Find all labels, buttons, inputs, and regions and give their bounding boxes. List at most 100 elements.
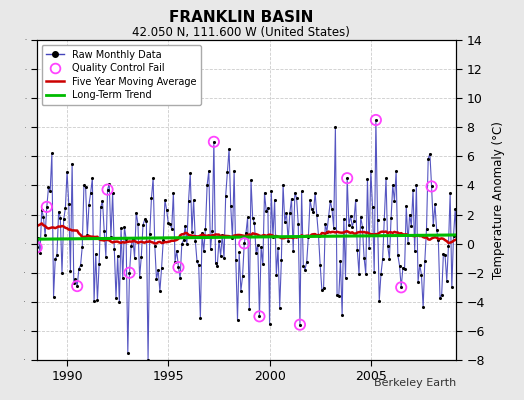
Point [164, 220, 172, 226]
Point [272, 271, 280, 278]
Point [348, 223, 356, 230]
Point [183, 241, 191, 247]
Point [436, 295, 444, 301]
Point [129, 235, 137, 242]
Point [279, 182, 287, 188]
Point [135, 274, 144, 280]
Point [331, 124, 340, 130]
Point [102, 254, 110, 260]
Point [397, 284, 406, 290]
Point [270, 197, 279, 203]
Point [334, 293, 343, 300]
Point [355, 270, 363, 277]
Point [390, 198, 399, 204]
Point [422, 226, 431, 232]
Point [142, 218, 150, 224]
Point [428, 183, 436, 190]
Point [326, 198, 334, 204]
Point [439, 250, 447, 257]
Point [125, 270, 134, 276]
Point [406, 212, 414, 218]
Point [410, 248, 419, 254]
Point [110, 246, 118, 252]
Point [343, 175, 352, 181]
Point [191, 238, 200, 244]
Point [280, 218, 289, 225]
Point [458, 247, 466, 253]
Point [150, 243, 159, 249]
Point [124, 350, 132, 356]
Point [56, 214, 64, 221]
Point [456, 266, 464, 272]
Point [48, 150, 56, 157]
Point [389, 182, 397, 188]
Point [24, 183, 32, 189]
Point [255, 313, 264, 320]
Point [274, 245, 282, 252]
Point [73, 283, 81, 289]
Point [314, 233, 323, 239]
Point [419, 304, 428, 311]
Point [370, 269, 378, 275]
Point [66, 268, 74, 274]
Point [156, 288, 164, 294]
Point [304, 234, 313, 240]
Point [416, 262, 424, 268]
Point [247, 177, 255, 184]
Point [96, 204, 105, 210]
Text: 42.050 N, 111.600 W (United States): 42.050 N, 111.600 W (United States) [132, 26, 350, 39]
Point [446, 190, 454, 197]
Point [75, 266, 83, 272]
Point [257, 244, 265, 250]
Point [139, 222, 147, 228]
Point [49, 293, 58, 300]
Point [432, 226, 441, 233]
Point [407, 223, 416, 229]
Point [385, 256, 394, 262]
Point [449, 233, 457, 239]
Point [451, 206, 460, 212]
Point [372, 117, 380, 123]
Point [70, 280, 78, 286]
Point [68, 160, 77, 167]
Point [41, 232, 49, 238]
Point [34, 234, 42, 241]
Point [220, 255, 228, 262]
Point [414, 278, 422, 285]
Point [248, 215, 257, 221]
Point [193, 258, 201, 265]
Point [313, 212, 321, 219]
Point [42, 204, 51, 210]
Point [308, 206, 316, 213]
Point [343, 175, 352, 181]
Point [400, 266, 409, 272]
Point [282, 210, 291, 216]
Point [287, 196, 296, 202]
Point [311, 190, 319, 196]
Point [54, 208, 63, 215]
Point [375, 298, 384, 304]
Point [78, 244, 86, 250]
Point [417, 272, 425, 278]
Point [402, 203, 410, 209]
Point [208, 228, 216, 234]
Point [262, 208, 270, 214]
Point [93, 297, 102, 304]
Point [196, 315, 204, 321]
Point [333, 292, 341, 298]
Point [210, 139, 218, 145]
Point [380, 216, 388, 222]
Point [323, 228, 331, 235]
Point [298, 188, 306, 194]
Y-axis label: Temperature Anomaly (°C): Temperature Anomaly (°C) [492, 121, 505, 279]
Point [61, 205, 70, 212]
Point [259, 261, 267, 268]
Point [114, 252, 122, 259]
Point [260, 190, 269, 196]
Point [250, 220, 258, 226]
Point [392, 168, 400, 174]
Point [120, 224, 128, 230]
Point [346, 213, 355, 219]
Point [292, 195, 301, 201]
Point [152, 276, 161, 282]
